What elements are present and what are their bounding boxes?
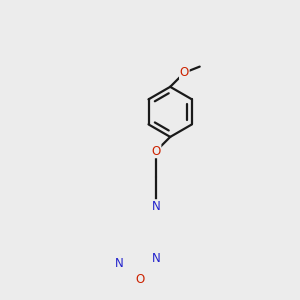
Text: N: N [115,256,124,270]
Text: O: O [180,66,189,79]
Text: N: N [152,252,161,266]
Text: O: O [152,145,161,158]
Text: O: O [135,273,145,286]
Text: N: N [152,200,161,213]
